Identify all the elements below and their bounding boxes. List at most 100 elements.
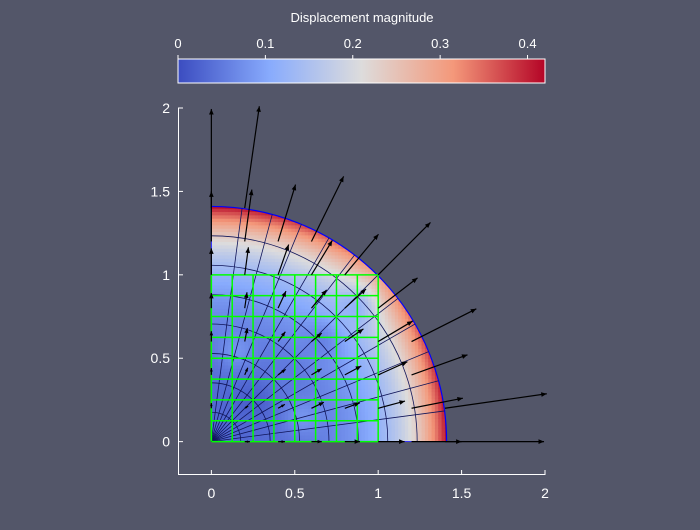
heatmap-cell	[268, 251, 273, 256]
heatmap-cell	[271, 254, 276, 259]
heatmap-cell	[274, 361, 279, 366]
arrow-head	[291, 184, 297, 191]
heatmap-cell	[228, 261, 232, 266]
heatmap-cell	[331, 408, 336, 413]
heatmap-cell	[221, 228, 226, 233]
heatmap-cell	[258, 278, 263, 283]
heatmap-cell	[288, 301, 293, 306]
heatmap-cell	[311, 261, 316, 266]
heatmap-cell	[341, 328, 346, 333]
heatmap-cell	[344, 434, 349, 439]
heatmap-cell	[234, 241, 239, 246]
heatmap-cell	[324, 304, 329, 309]
heatmap-cell	[318, 404, 323, 409]
heatmap-cell	[321, 348, 326, 353]
heatmap-cell	[374, 408, 379, 413]
heatmap-cell	[281, 234, 286, 239]
heatmap-cell	[281, 424, 286, 429]
heatmap-cell	[394, 381, 399, 386]
heatmap-cell	[378, 308, 383, 313]
heatmap-cell	[328, 351, 333, 356]
heatmap-cell	[294, 248, 299, 253]
heatmap-cell	[381, 341, 386, 346]
heatmap-cell	[368, 391, 373, 396]
heatmap-cell	[291, 274, 296, 279]
heatmap-cell	[391, 311, 396, 316]
heatmap-cell	[398, 398, 403, 403]
heatmap-cell	[248, 358, 252, 363]
heatmap-cell	[348, 354, 353, 359]
heatmap-cell	[364, 371, 369, 376]
heatmap-cell	[348, 378, 353, 383]
heatmap-cell	[221, 344, 226, 349]
heatmap-cell	[348, 344, 353, 349]
heatmap-cell	[298, 348, 303, 353]
heatmap-cell	[334, 254, 339, 259]
heatmap-cell	[254, 311, 259, 316]
heatmap-cell	[408, 318, 413, 323]
heatmap-cell	[304, 298, 309, 303]
heatmap-cell	[221, 224, 226, 229]
heatmap-cell	[424, 391, 429, 396]
heatmap-cell	[238, 264, 242, 269]
heatmap-cell	[218, 288, 222, 293]
heatmap-cell	[228, 331, 232, 336]
heatmap-cell	[241, 324, 246, 329]
heatmap-cell	[378, 331, 383, 336]
heatmap-cell	[324, 338, 329, 343]
heatmap-cell	[328, 298, 333, 303]
heatmap-cell	[261, 331, 266, 336]
heatmap-cell	[274, 331, 279, 336]
arrow-shaft	[444, 393, 547, 409]
heatmap-cell	[411, 368, 416, 373]
heatmap-cell	[411, 411, 416, 416]
heatmap-cell	[254, 431, 259, 436]
heatmap-cell	[344, 348, 349, 353]
heatmap-cell	[268, 411, 273, 416]
heatmap-cell	[394, 374, 399, 379]
heatmap-cell	[258, 274, 263, 279]
heatmap-cell	[371, 311, 376, 316]
heatmap-cell	[251, 218, 256, 223]
heatmap-cell	[384, 411, 389, 416]
heatmap-cell	[338, 348, 343, 353]
heatmap-cell	[244, 264, 249, 269]
deformed-mesh-ray	[211, 410, 445, 443]
heatmap-cell	[361, 414, 366, 419]
heatmap-cell	[241, 271, 246, 276]
displacement-arrow	[209, 108, 214, 209]
heatmap-cell	[341, 291, 346, 296]
heatmap-cell	[344, 374, 349, 379]
x-tick-label: 0.5	[285, 485, 305, 501]
heatmap-cell	[294, 298, 299, 303]
heatmap-cell	[388, 371, 393, 376]
heatmap-cell	[274, 434, 279, 439]
heatmap-cell	[308, 401, 313, 406]
heatmap-cell	[294, 384, 299, 389]
heatmap-cell	[364, 344, 369, 349]
heatmap-cell	[331, 328, 336, 333]
heatmap-cell	[244, 391, 249, 396]
heatmap-cell	[268, 328, 273, 333]
heatmap-cell	[368, 361, 373, 366]
heatmap-cell	[281, 321, 286, 326]
heatmap-cell	[248, 218, 252, 223]
heatmap-cell	[431, 431, 436, 436]
heatmap-cell	[254, 428, 259, 433]
heatmap-cell	[318, 241, 323, 246]
heatmap-cell	[334, 251, 339, 256]
heatmap-cell	[211, 408, 216, 413]
heatmap-cell	[304, 381, 309, 386]
heatmap-cell	[398, 388, 403, 393]
heatmap-cell	[321, 304, 326, 309]
heatmap-cell	[304, 254, 309, 259]
heatmap-cell	[321, 321, 326, 326]
heatmap-cell	[238, 261, 242, 266]
displacement-arrow	[209, 293, 214, 309]
heatmap-cell	[381, 304, 386, 309]
heatmap-cell	[388, 381, 393, 386]
heatmap-cell	[254, 221, 259, 226]
heatmap-cell	[234, 414, 239, 419]
heatmap-cell	[418, 408, 423, 413]
heatmap-cell	[314, 271, 319, 276]
